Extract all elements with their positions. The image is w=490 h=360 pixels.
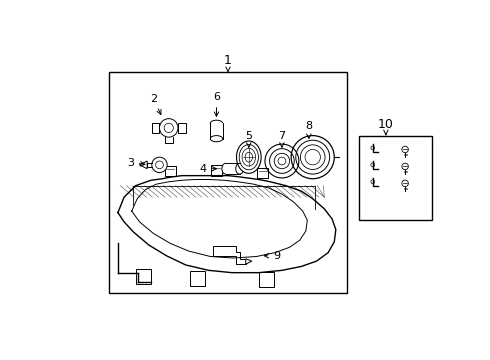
Bar [226, 163, 240, 174]
Text: 2: 2 [150, 94, 161, 114]
Text: 3: 3 [127, 158, 145, 167]
Polygon shape [213, 246, 245, 264]
Ellipse shape [210, 136, 222, 142]
Text: 10: 10 [378, 118, 394, 135]
Bar [257, 168, 268, 178]
Bar [259, 272, 274, 287]
Ellipse shape [222, 163, 229, 174]
Text: 5: 5 [245, 131, 252, 147]
Text: 4: 4 [200, 164, 217, 174]
Bar [165, 166, 175, 176]
Text: 1: 1 [224, 54, 232, 72]
Circle shape [159, 119, 178, 137]
Polygon shape [245, 259, 252, 264]
Circle shape [402, 146, 408, 153]
Bar [359, 136, 432, 220]
Text: 8: 8 [305, 121, 313, 138]
Bar [178, 122, 186, 133]
Bar [109, 72, 347, 293]
Text: 6: 6 [213, 92, 220, 116]
Circle shape [152, 157, 167, 172]
Bar [190, 271, 205, 286]
Text: 9: 9 [264, 251, 280, 261]
Circle shape [402, 180, 408, 186]
Circle shape [402, 163, 408, 170]
Bar [210, 123, 222, 139]
Bar [136, 269, 151, 284]
Ellipse shape [210, 120, 222, 126]
Ellipse shape [237, 141, 261, 173]
Text: 7: 7 [278, 131, 286, 147]
Ellipse shape [236, 163, 244, 174]
Polygon shape [140, 161, 147, 169]
Bar [211, 165, 222, 176]
Bar [152, 122, 159, 133]
